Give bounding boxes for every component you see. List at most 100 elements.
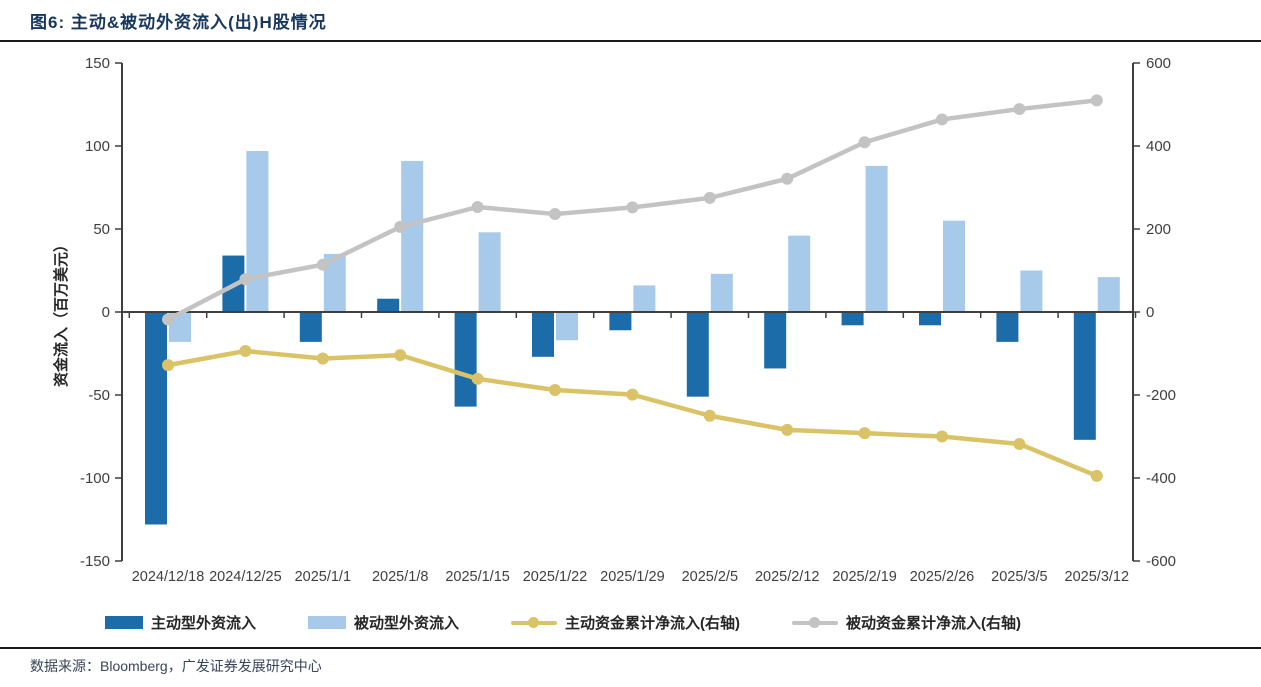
legend-item-active-line: 主动资金累计净流入(右轴) — [511, 612, 740, 633]
x-axis-label: 2025/2/26 — [910, 569, 975, 585]
line-active-cumulative — [167, 348, 1098, 479]
bar-active-inflow — [145, 312, 167, 525]
left-axis-tick-label: -100 — [80, 470, 110, 487]
left-axis-tick-label: 50 — [93, 221, 110, 238]
legend-line-swatch-icon — [792, 616, 839, 629]
x-axis-label: 2025/1/1 — [295, 569, 351, 585]
bar-passive-inflow — [478, 232, 501, 312]
bar-passive-inflow — [788, 235, 811, 312]
bar-active-inflow — [609, 312, 632, 331]
left-axis-tick-label: -150 — [80, 553, 110, 570]
left-axis-tick-label: 0 — [102, 304, 110, 321]
line-active-cumulative-marker — [239, 345, 252, 358]
line-passive-cumulative-marker — [936, 113, 948, 126]
line-passive-cumulative-marker — [1013, 103, 1026, 116]
bar-passive-inflow — [865, 165, 888, 312]
bar-active-inflow — [841, 312, 864, 326]
right-axis-tick-label: 400 — [1146, 138, 1171, 155]
x-axis-label: 2025/3/12 — [1065, 569, 1130, 585]
x-axis-label: 2025/1/15 — [445, 569, 510, 585]
x-axis-label: 2025/1/22 — [523, 569, 588, 585]
line-passive-cumulative-marker — [781, 172, 794, 185]
footer-divider — [0, 647, 1261, 649]
legend-label: 主动资金累计净流入(右轴) — [565, 614, 741, 632]
legend-item-passive-line: 被动资金累计净流入(右轴) — [792, 612, 1021, 633]
chart-canvas: 150 100 50 0 -50 -100 -150 600 400 200 0 -200 -400 -6… — [52, 55, 1176, 585]
line-passive-cumulative-marker — [239, 273, 252, 286]
line-active-cumulative-marker — [936, 430, 948, 443]
legend-item-passive-bar: 被动型外资流入 — [308, 612, 459, 633]
x-axis-label: 2024/12/25 — [209, 569, 282, 585]
legend-line-marker — [809, 616, 821, 628]
line-passive-cumulative-marker — [703, 191, 716, 204]
bar-active-inflow — [686, 312, 709, 397]
line-passive-cumulative-marker — [549, 208, 561, 221]
left-axis-tick-label: -50 — [88, 387, 110, 404]
bar-active-inflow — [996, 312, 1019, 342]
bar-passive-inflow — [943, 220, 965, 312]
bar-passive-inflow — [556, 312, 578, 341]
bar-active-inflow — [299, 312, 322, 342]
line-active-cumulative-marker — [471, 372, 484, 385]
bar-passive-inflow — [633, 285, 656, 312]
bar-passive-inflow — [1097, 277, 1120, 312]
legend-label: 主动型外资流入 — [151, 614, 257, 632]
left-axis-tick-label: 150 — [85, 55, 110, 72]
data-source-note: 数据来源：Bloomberg，广发证券发展研究中心 — [30, 658, 322, 674]
bar-active-inflow — [454, 312, 477, 407]
line-active-cumulative-marker — [1090, 469, 1103, 482]
right-axis-tick-label: -600 — [1146, 553, 1176, 570]
line-passive-cumulative-marker — [162, 313, 174, 326]
line-active-cumulative-marker — [781, 423, 794, 436]
bar-active-inflow — [532, 312, 554, 357]
line-passive-cumulative-marker — [394, 220, 407, 233]
bar-active-inflow — [764, 312, 787, 369]
bar-active-inflow — [377, 298, 400, 312]
x-axis-label: 2025/1/8 — [372, 569, 428, 585]
bar-passive-inflow — [169, 312, 191, 342]
legend-item-active-bar: 主动型外资流入 — [105, 612, 256, 633]
right-axis-tick-label: 600 — [1146, 55, 1171, 72]
legend-line-marker — [528, 616, 540, 628]
line-passive-cumulative-marker — [316, 258, 329, 271]
line-passive-cumulative-marker — [858, 136, 871, 149]
line-active-cumulative-marker — [549, 384, 561, 397]
x-axis-label: 2024/12/18 — [132, 569, 205, 585]
line-passive-cumulative-marker — [471, 201, 484, 214]
title-underline — [0, 40, 1261, 42]
bar-passive-inflow — [323, 253, 346, 312]
bar-active-inflow — [1073, 312, 1096, 440]
x-axis-label: 2025/2/12 — [755, 569, 820, 585]
right-axis-tick-label: -200 — [1146, 387, 1176, 404]
legend-line-swatch-icon — [511, 616, 558, 629]
right-axis-tick-label: -400 — [1146, 470, 1176, 487]
line-passive-cumulative-marker — [626, 201, 639, 214]
line-active-cumulative-marker — [394, 349, 407, 362]
bar-passive-inflow — [401, 160, 424, 312]
bar-passive-inflow — [1020, 270, 1043, 312]
line-active-cumulative-marker — [858, 427, 871, 440]
line-active-cumulative-marker — [703, 409, 716, 422]
right-axis-tick-label: 0 — [1146, 304, 1154, 321]
legend-label: 被动型外资流入 — [354, 614, 460, 632]
left-axis-tick-label: 100 — [85, 138, 110, 155]
bar-passive-inflow — [710, 273, 733, 312]
x-axis-label: 2025/3/5 — [991, 569, 1047, 585]
line-active-cumulative-marker — [162, 359, 174, 372]
line-passive-cumulative-marker — [1090, 94, 1103, 107]
right-axis-tick-label: 200 — [1146, 221, 1171, 238]
chart-title: 图6: 主动&被动外资流入(出)H股情况 — [30, 13, 327, 32]
x-axis-label: 2025/1/29 — [600, 569, 665, 585]
x-axis-label: 2025/2/19 — [832, 569, 897, 585]
line-active-cumulative-marker — [1013, 437, 1026, 450]
left-axis-title: 资金流入（百万美元） — [52, 237, 70, 387]
bar-passive-inflow — [246, 150, 269, 312]
line-active-cumulative-marker — [626, 388, 639, 401]
legend-bar-swatch-icon — [105, 615, 143, 629]
bar-active-inflow — [919, 312, 941, 326]
chart-legend: 主动型外资流入 被动型外资流入 主动资金累计净流入(右轴) 被动资金累计净流入(右轴) — [105, 606, 1021, 638]
legend-bar-swatch-icon — [308, 615, 347, 629]
legend-label: 被动资金累计净流入(右轴) — [846, 614, 1022, 632]
line-active-cumulative-marker — [316, 352, 329, 365]
x-axis-label: 2025/2/5 — [682, 569, 738, 585]
